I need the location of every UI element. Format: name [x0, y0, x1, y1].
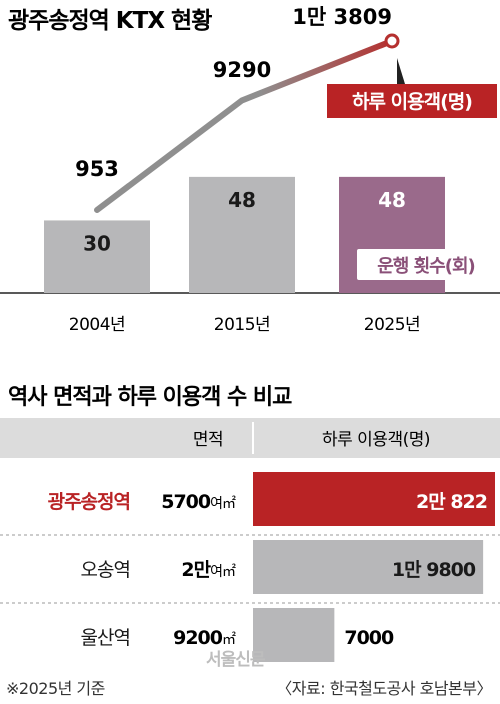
- runs-legend-box: [357, 249, 495, 280]
- ridership-bar: [253, 472, 495, 526]
- ridership-point: [384, 33, 400, 49]
- ridership-bar-label: 7000: [344, 627, 394, 649]
- ridership-bar: [253, 608, 335, 662]
- area-value: 9200㎡: [173, 627, 236, 649]
- ridership-line: [94, 38, 395, 213]
- source-credit: 〈자료: 한국철도공사 호남본부〉: [276, 679, 492, 698]
- ridership-value-label: 1만 3809: [292, 5, 392, 29]
- runs-legend-label: 운행 횟수(회): [377, 256, 475, 277]
- footnote: ※2025년 기준: [6, 679, 105, 698]
- ridership-legend-box: [327, 84, 497, 118]
- area-value: 5700여㎡: [161, 491, 236, 513]
- station-name: 울산역: [81, 627, 130, 649]
- x-tick-label: 2015년: [214, 315, 270, 335]
- ridership-bar: [253, 540, 484, 594]
- run-value-label: 30: [83, 231, 111, 255]
- callout-pointer: [397, 58, 405, 84]
- run-bar: [189, 176, 295, 293]
- station-name: 오송역: [81, 559, 130, 581]
- ridership-value-label: 953: [75, 157, 119, 181]
- comparison-title: 역사 면적과 하루 이용객 수 비교: [8, 385, 292, 410]
- table-header: [0, 418, 500, 458]
- run-value-label: 48: [378, 188, 406, 212]
- station-name: 광주송정역: [48, 491, 130, 513]
- x-tick-label: 2025년: [364, 315, 420, 335]
- run-value-label: 48: [228, 188, 256, 212]
- header-ridership: 하루 이용객(명): [322, 430, 430, 450]
- ridership-value-label: 9290: [213, 58, 271, 82]
- ridership-legend-label: 하루 이용객(명): [352, 91, 472, 113]
- ridership-bar-label: 1만 9800: [392, 559, 476, 581]
- x-tick-label: 2004년: [69, 315, 125, 335]
- chart-title: 광주송정역 KTX 현황: [8, 8, 212, 34]
- watermark-logo: 서울신문: [206, 650, 266, 670]
- ktx-chart: 광주송정역 KTX 현황 30 2004년 48 2015년 48 2025년 953 9290…: [0, 5, 500, 335]
- header-area: 면적: [193, 430, 223, 450]
- ridership-bar-label: 2만 822: [416, 491, 487, 513]
- run-bar: [44, 220, 150, 293]
- area-value: 2만여㎡: [181, 559, 236, 581]
